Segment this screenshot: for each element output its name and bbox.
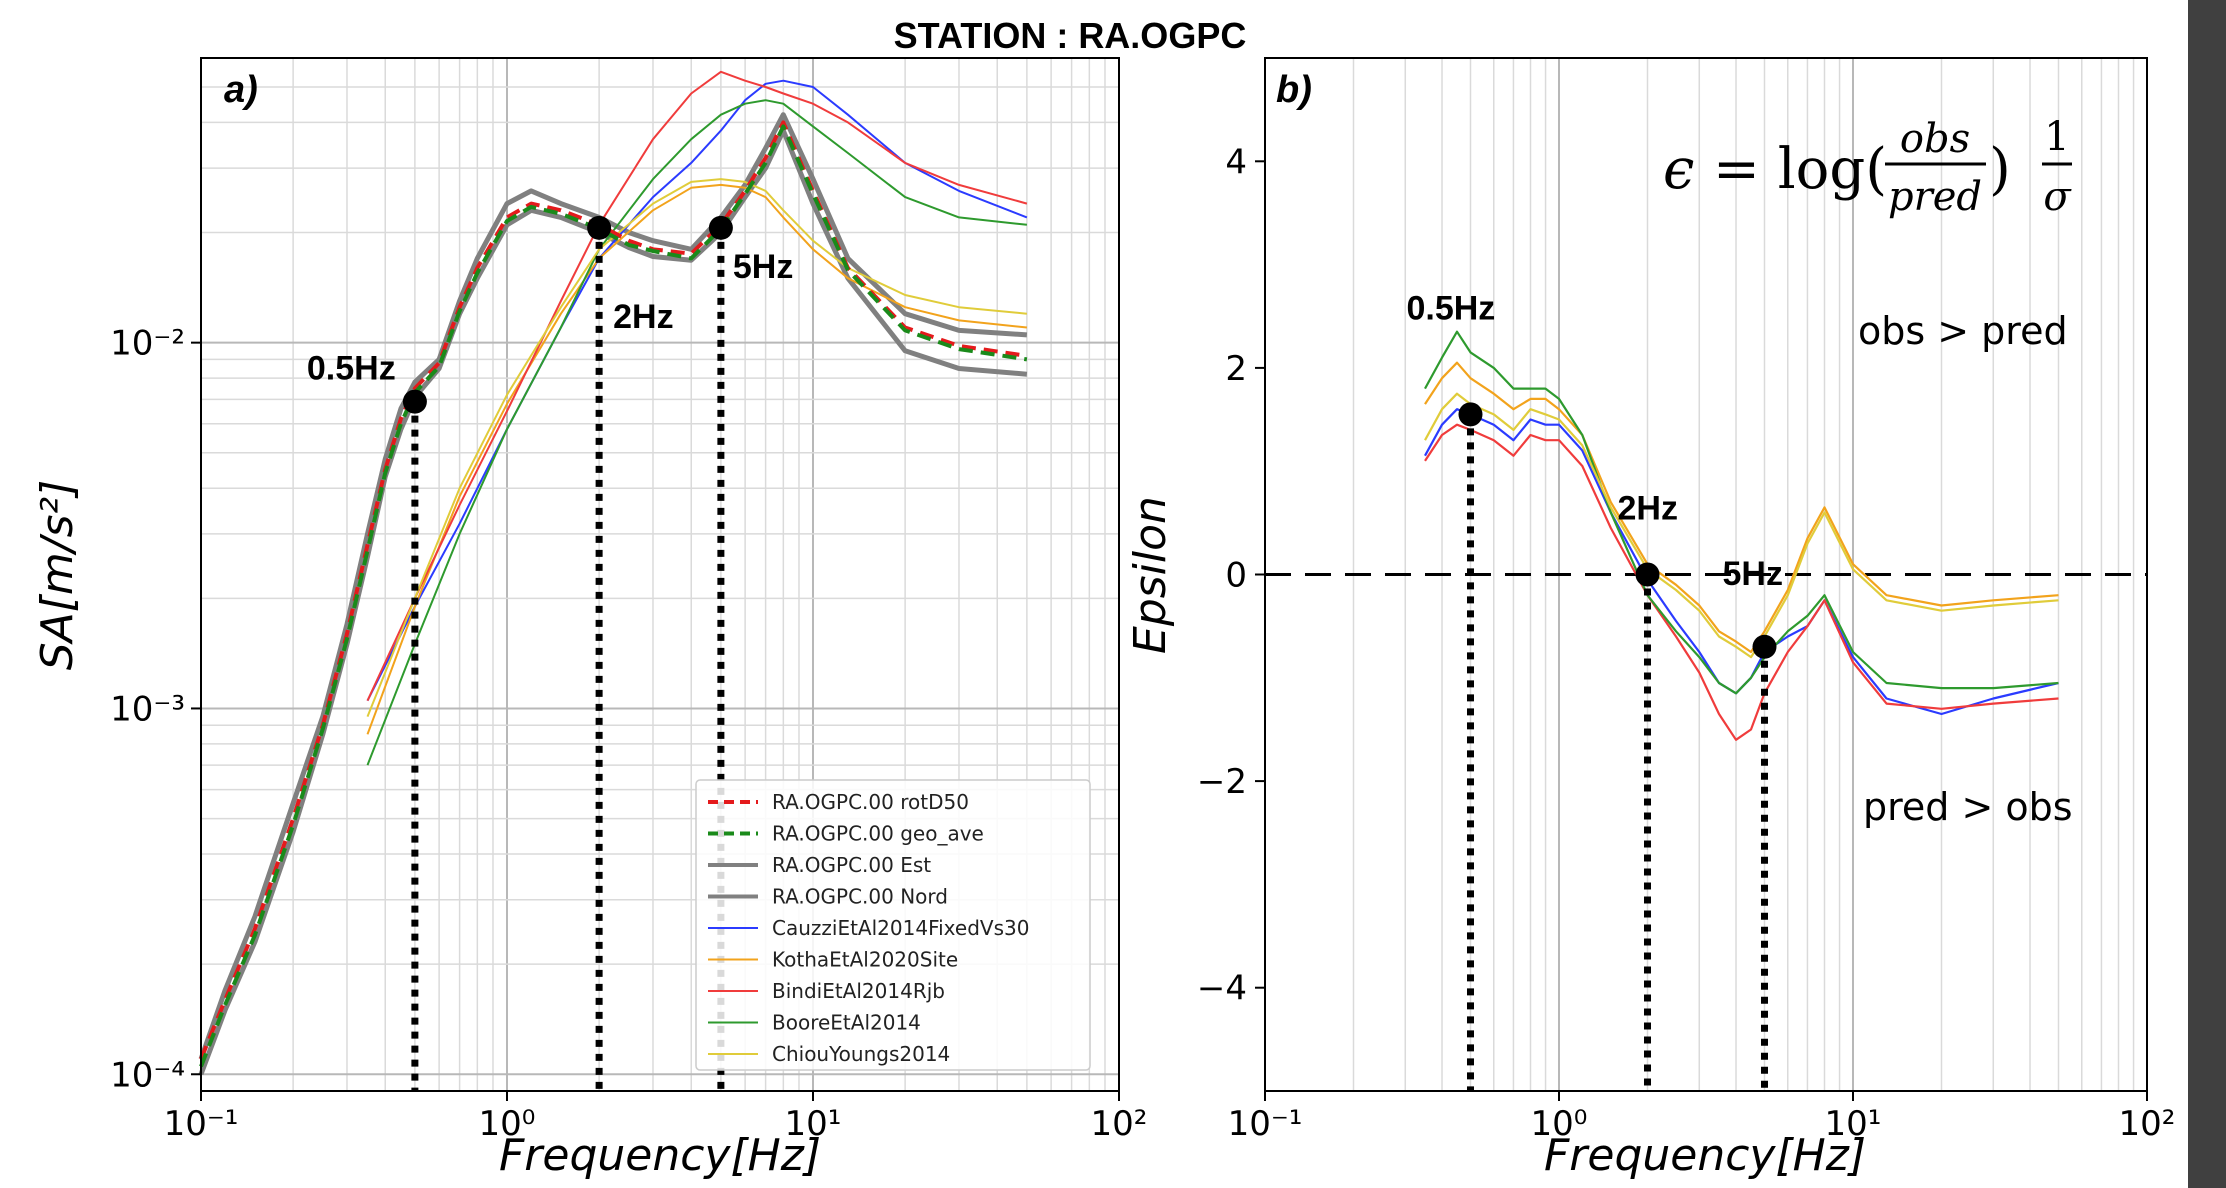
series-a-chiouyoungs2014: [366, 178, 1027, 717]
legend-box: [695, 779, 1091, 1071]
panel-b-ytick-label: −4: [1197, 969, 1247, 1009]
figure-title: STATION : RA.OGPC: [894, 15, 1247, 56]
formula-pred: pred: [1888, 174, 1982, 220]
panel-a-label: a): [224, 69, 258, 111]
series-a-kothaetal2020site: [366, 183, 1028, 735]
formula-one: 1: [2044, 114, 2069, 160]
legend-entry: RA.OGPC.00 geo_ave: [772, 822, 984, 846]
panel-b-xtick-label: 10⁰: [1531, 1104, 1588, 1144]
panel-a-xtick-label: 10²: [1091, 1104, 1148, 1144]
legend-entry: CauzziEtAl2014FixedVs30: [772, 916, 1029, 940]
right-edge-gap: [2178, 0, 2188, 1188]
panel-b: 0.5Hz 2Hz 5Hz 10⁻¹ 10⁰ 10¹ 10² −4 −2 0 2 4 b) Freq…: [1125, 57, 2176, 1181]
panel-b-xlabel: Frequency[Hz]: [1544, 1130, 1866, 1181]
panel-b-xtick-label: 10⁻¹: [1228, 1104, 1303, 1144]
legend-entry: RA.OGPC.00 Nord: [772, 885, 948, 909]
panel-a-xtick-label: 10⁰: [479, 1104, 536, 1144]
note-pred-gt-obs: pred > obs: [1863, 785, 2073, 829]
note-obs-gt-pred: obs > pred: [1858, 309, 2068, 353]
panel-b-marker-label: 2Hz: [1618, 490, 1678, 528]
panel-a-marker-label: 2Hz: [613, 298, 673, 336]
panel-b-marker-dot: [1752, 634, 1777, 659]
series-a-cauzzietal2014fixedvs30: [366, 79, 1028, 702]
legend-entry: KothaEtAl2020Site: [772, 948, 958, 972]
panel-b-ylabel: Epsilon: [1125, 496, 1176, 654]
panel-a-marker-dot: [402, 389, 427, 414]
panel-b-markers: 0.5Hz 2Hz 5Hz: [1406, 289, 1783, 1091]
panel-b-ytick-label: 0: [1225, 556, 1247, 596]
series-a-bindietal2014rjb: [366, 70, 1028, 702]
panel-a-ytick-label: 10⁻²: [110, 324, 185, 364]
panel-a-ticks: 10⁻¹ 10⁰ 10¹ 10² 10⁻⁴ 10⁻³ 10⁻²: [110, 324, 1147, 1144]
panel-b-marker-label: 0.5Hz: [1406, 289, 1495, 327]
panel-b-xtick-label: 10¹: [1825, 1104, 1882, 1144]
panel-a-ytick-label: 10⁻⁴: [110, 1055, 185, 1095]
series-b-kothaetal2020site: [1424, 361, 2059, 654]
series-a-ra-ogpc-00-est: [198, 112, 1028, 1060]
legend-entry: RA.OGPC.00 Est: [772, 853, 931, 877]
series-b-chiouyoungs2014: [1424, 392, 2059, 659]
formula-obs: obs: [1900, 116, 1970, 162]
panel-a-legend: RA.OGPC.00 rotD50 RA.OGPC.00 geo_ave RA.OG…: [695, 779, 1091, 1071]
legend-entry: RA.OGPC.00 rotD50: [772, 790, 969, 814]
series-b-booreetal2014: [1424, 330, 2059, 695]
panel-b-marker-label: 5Hz: [1722, 555, 1782, 593]
formula-sigma: σ: [2043, 174, 2072, 220]
formula-epsilon: ϵ: [1663, 137, 1694, 202]
panel-b-marker-dot: [1635, 562, 1660, 587]
series-a-booreetal2014: [366, 99, 1028, 766]
panel-a-marker-label: 0.5Hz: [307, 350, 396, 388]
series-b-cauzzietal2014fixedvs30: [1424, 408, 2059, 716]
panel-b-ytick-label: 4: [1225, 142, 1247, 182]
panel-a-xtick-label: 10⁻¹: [164, 1104, 239, 1144]
series-a-ra-ogpc-00-geo-ave: [199, 124, 1028, 1068]
legend-entry: ChiouYoungs2014: [772, 1042, 950, 1066]
panel-a-marker-dot: [708, 215, 733, 240]
series-a-ra-ogpc-00-nord: [198, 128, 1028, 1076]
panel-b-ticks: 10⁻¹ 10⁰ 10¹ 10² −4 −2 0 2 4: [1197, 142, 2176, 1144]
panel-b-ytick-label: 2: [1225, 349, 1247, 389]
panel-a: 0.5Hz 2Hz 5Hz 10⁻¹ 10⁰ 10¹ 10² 10⁻⁴ 10⁻³ 10⁻² a)…: [32, 57, 1147, 1181]
panel-b-marker-dot: [1458, 402, 1483, 427]
panel-b-ytick-label: −2: [1197, 762, 1247, 802]
legend-entry: BindiEtAl2014Rjb: [772, 979, 945, 1003]
panel-b-series: [1424, 330, 2059, 741]
panel-a-ytick-label: 10⁻³: [110, 689, 185, 729]
epsilon-formula: ϵ = log( obs pred ) 1 σ: [1663, 114, 2072, 220]
formula-equals-log: = log(: [1713, 137, 1887, 202]
series-b-bindietal2014rjb: [1424, 423, 2059, 741]
panel-b-xtick-label: 10²: [2119, 1104, 2176, 1144]
panel-b-label: b): [1276, 69, 1312, 111]
panel-a-xlabel: Frequency[Hz]: [499, 1130, 821, 1181]
panel-a-xtick-label: 10¹: [785, 1104, 842, 1144]
right-edge-bar: [2188, 0, 2226, 1188]
formula-close-paren: ): [1989, 137, 2011, 202]
panel-a-marker-dot: [587, 215, 612, 240]
legend-entry: BooreEtAl2014: [772, 1011, 921, 1035]
panel-a-ylabel: SA[m/s²]: [32, 480, 83, 671]
panel-a-marker-label: 5Hz: [733, 248, 793, 286]
panel-a-frame: [200, 57, 1120, 1092]
panel-a-series: [198, 70, 1028, 1076]
